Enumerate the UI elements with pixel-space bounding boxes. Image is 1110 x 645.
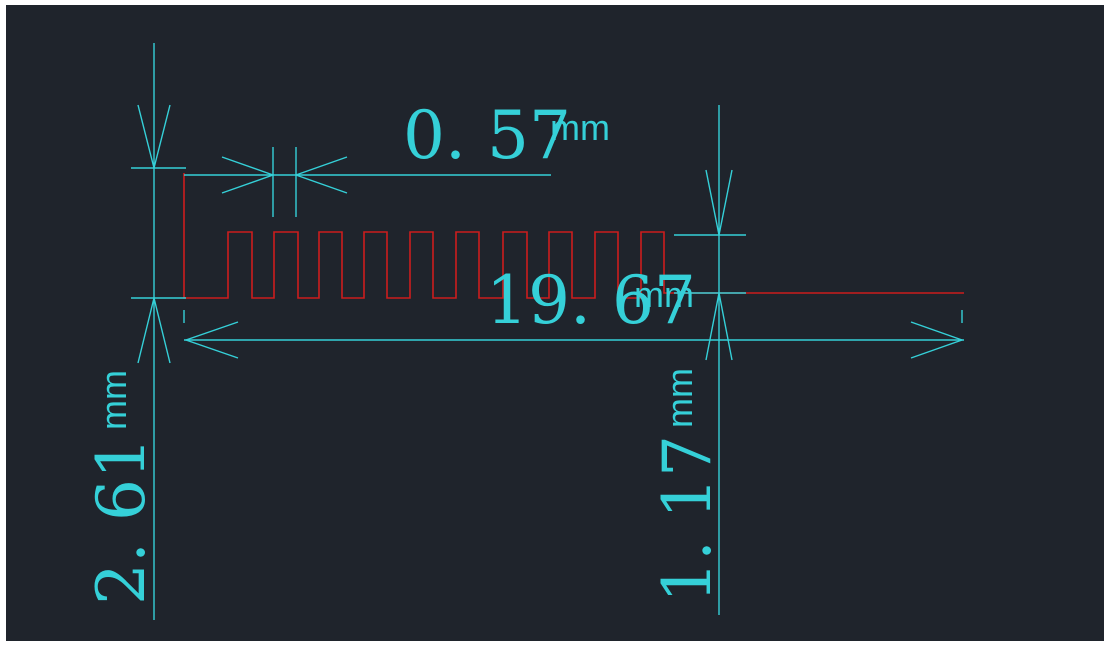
cad-drawing: 0. 57 mm 19. 67 mm 2. 61 mm 1. 17 mm [83, 43, 965, 620]
height-unit: mm [93, 370, 134, 430]
pitch-arrow-left [221, 156, 276, 194]
dimension-tail-height: 1. 17 mm [649, 105, 746, 615]
tail-value: 1. 17 [649, 435, 726, 603]
length-unit: mm [634, 274, 694, 315]
tail-unit: mm [659, 368, 700, 428]
length-arrow-left [183, 321, 239, 359]
dimension-height: 2. 61 mm [83, 43, 186, 620]
height-arrow-bottom [137, 297, 171, 364]
meander-trace [183, 173, 964, 299]
length-value: 19. 67 [486, 262, 696, 339]
pitch-value: 0. 57 [403, 97, 571, 174]
cad-canvas[interactable]: 0. 57 mm 19. 67 mm 2. 61 mm 1. 17 mm [6, 5, 1104, 641]
tail-arrow-top [705, 169, 733, 236]
dimension-length: 19. 67 mm [183, 262, 965, 359]
dimension-pitch: 0. 57 mm [184, 97, 610, 217]
pitch-arrow-right [293, 156, 348, 194]
tail-arrow-bottom [705, 292, 733, 361]
height-arrow-top [137, 104, 171, 169]
length-arrow-right [910, 321, 965, 359]
pitch-unit: mm [550, 107, 610, 148]
height-value: 2. 61 [83, 437, 160, 605]
